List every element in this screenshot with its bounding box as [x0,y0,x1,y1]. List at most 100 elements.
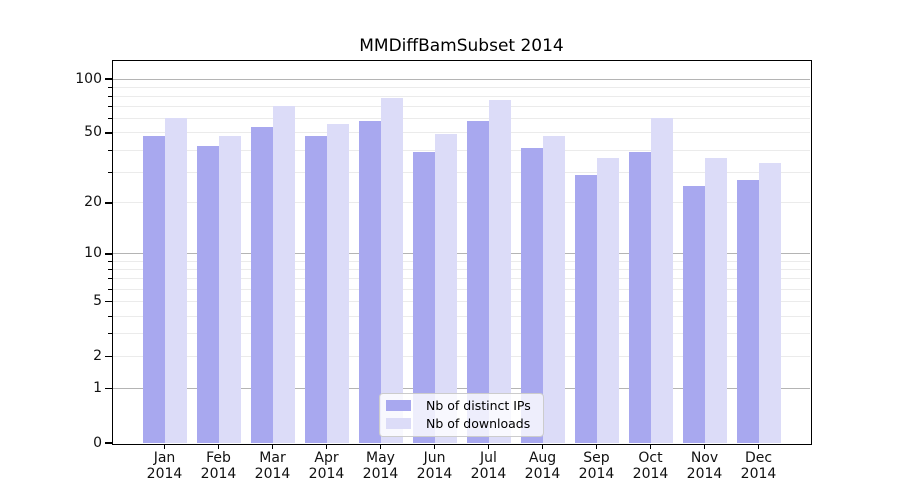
x-tick-month: Jan [153,450,176,466]
bar-oct-downloads [650,117,673,443]
bar-feb-distinct-ips [196,146,219,443]
y-tick-label-0: 0 [93,434,102,451]
y-tick-mark-minor-5 [107,301,112,303]
bar-jun-distinct-ips [412,152,435,443]
x-tick-month: Nov [690,450,719,466]
x-tick-month: Oct [638,450,663,466]
x-tick-year: 2014 [578,465,615,482]
legend-row-downloads: Nb of downloads [386,415,537,433]
y-tick-mark-minor-4 [107,315,112,317]
x-tick-year: 2014 [686,465,723,482]
gridline-minor-8 [113,269,810,271]
y-tick-mark-0 [104,442,112,444]
x-tick-month: Mar [259,450,286,466]
x-tick-label-may: May 2014 [351,450,411,482]
x-tick-mark-dec [757,444,760,449]
legend-label-distinct-ips: Nb of distinct IPs [426,398,531,413]
bar-mar-downloads [272,105,295,443]
x-tick-month: Aug [528,450,557,466]
x-tick-mark-oct [649,444,652,449]
gridline-minor-4 [113,315,810,317]
x-tick-mark-aug [541,444,544,449]
x-tick-year: 2014 [146,465,183,482]
gridline-minor-7 [113,278,810,280]
x-tick-month: Jun [423,450,446,466]
bar-jan-distinct-ips [142,136,165,443]
y-tick-mark-minor-90 [107,86,112,88]
x-tick-year: 2014 [632,465,669,482]
x-tick-month: Dec [744,450,773,466]
x-tick-year: 2014 [416,465,453,482]
x-tick-label-aug: Aug 2014 [513,450,573,482]
gridline-minor-20 [113,202,810,204]
plot-area: Nb of distinct IPs Nb of downloads [113,61,810,443]
bar-feb-downloads [218,136,241,443]
bar-jul-distinct-ips [466,121,489,443]
bar-apr-downloads [326,124,349,443]
y-tick-mark-100 [104,78,112,80]
x-tick-year: 2014 [740,465,777,482]
legend-row-distinct-ips: Nb of distinct IPs [386,397,537,415]
chart-title: MMDiffBamSubset 2014 [359,36,564,56]
gridline-major-10 [113,253,810,255]
y-tick-mark-minor-8 [107,269,112,271]
gridline-minor-80 [113,95,810,97]
gridline-minor-50 [113,132,810,134]
bar-jan-downloads [164,117,187,443]
x-tick-mark-nov [703,444,706,449]
gridline-minor-6 [113,289,810,291]
bar-dec-distinct-ips [736,180,759,443]
gridline-minor-30 [113,171,810,173]
bar-jun-downloads [434,134,457,443]
y-tick-mark-1 [104,387,112,389]
legend: Nb of distinct IPs Nb of downloads [379,392,544,437]
bar-nov-distinct-ips [682,186,705,443]
x-tick-month: Feb [206,450,231,466]
bar-jul-downloads [488,100,511,443]
y-tick-mark-minor-60 [107,118,112,120]
x-tick-year: 2014 [524,465,561,482]
x-tick-label-mar: Mar 2014 [243,450,303,482]
x-tick-month: Jul [480,450,497,466]
legend-swatch-downloads [386,418,411,429]
legend-label-downloads: Nb of downloads [426,416,531,431]
x-tick-month: Sep [583,450,610,466]
gridline-minor-40 [113,149,810,151]
gridline-major-1 [113,387,810,389]
x-tick-year: 2014 [254,465,291,482]
y-tick-mark-minor-6 [107,289,112,291]
x-tick-mark-mar [271,444,274,449]
bar-aug-distinct-ips [520,148,543,443]
bar-dec-downloads [758,162,781,443]
bar-apr-distinct-ips [304,136,327,443]
x-tick-label-jul: Jul 2014 [459,450,519,482]
x-tick-mark-may [379,444,382,449]
y-tick-mark-minor-70 [107,106,112,108]
bar-aug-downloads [542,136,565,443]
gridline-major-100 [113,78,810,80]
bar-may-distinct-ips [358,121,381,443]
x-tick-year: 2014 [200,465,237,482]
bar-oct-distinct-ips [628,152,651,443]
y-tick-label-50: 50 [84,124,102,141]
x-tick-mark-feb [217,444,220,449]
x-tick-label-jan: Jan 2014 [135,450,195,482]
x-tick-year: 2014 [362,465,399,482]
y-tick-label-5: 5 [93,293,102,310]
y-tick-label-10: 10 [84,245,102,262]
x-tick-label-feb: Feb 2014 [189,450,249,482]
x-tick-label-apr: Apr 2014 [297,450,357,482]
y-tick-label-20: 20 [84,194,102,211]
x-tick-label-nov: Nov 2014 [675,450,735,482]
y-tick-mark-minor-50 [107,132,112,134]
y-tick-label-100: 100 [75,70,102,87]
x-tick-month: May [366,450,395,466]
y-tick-mark-minor-40 [107,149,112,151]
x-tick-month: Apr [314,450,339,466]
y-tick-mark-minor-20 [107,202,112,204]
gridline-minor-60 [113,118,810,120]
x-tick-label-dec: Dec 2014 [729,450,789,482]
x-tick-mark-jun [433,444,436,449]
y-tick-mark-minor-9 [107,260,112,262]
